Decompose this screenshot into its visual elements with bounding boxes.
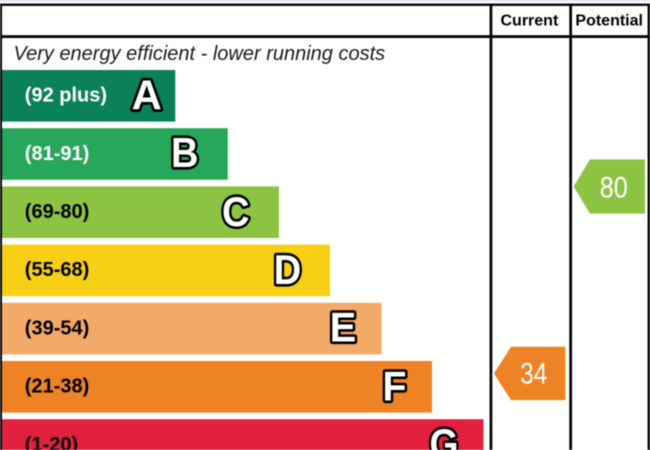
svg-text:C: C bbox=[222, 188, 250, 235]
svg-text:34: 34 bbox=[520, 357, 547, 390]
svg-text:Very energy efficient - lower: Very energy efficient - lower running co… bbox=[14, 43, 386, 65]
svg-text:(1-20): (1-20) bbox=[25, 434, 78, 450]
svg-text:(69-80): (69-80) bbox=[25, 201, 89, 223]
svg-text:F: F bbox=[383, 363, 407, 410]
svg-text:80: 80 bbox=[600, 171, 628, 204]
svg-text:E: E bbox=[330, 304, 357, 351]
svg-text:B: B bbox=[171, 129, 199, 176]
svg-text:(21-38): (21-38) bbox=[25, 376, 89, 398]
svg-text:Current: Current bbox=[501, 13, 559, 30]
svg-text:D: D bbox=[274, 246, 302, 293]
svg-text:(92 plus): (92 plus) bbox=[25, 85, 107, 107]
svg-text:G: G bbox=[430, 420, 459, 450]
svg-text:(39-54): (39-54) bbox=[25, 317, 89, 339]
svg-text:A: A bbox=[132, 71, 162, 118]
svg-text:(55-68): (55-68) bbox=[25, 259, 89, 281]
svg-text:Potential: Potential bbox=[575, 13, 643, 30]
svg-text:(81-91): (81-91) bbox=[25, 143, 89, 165]
